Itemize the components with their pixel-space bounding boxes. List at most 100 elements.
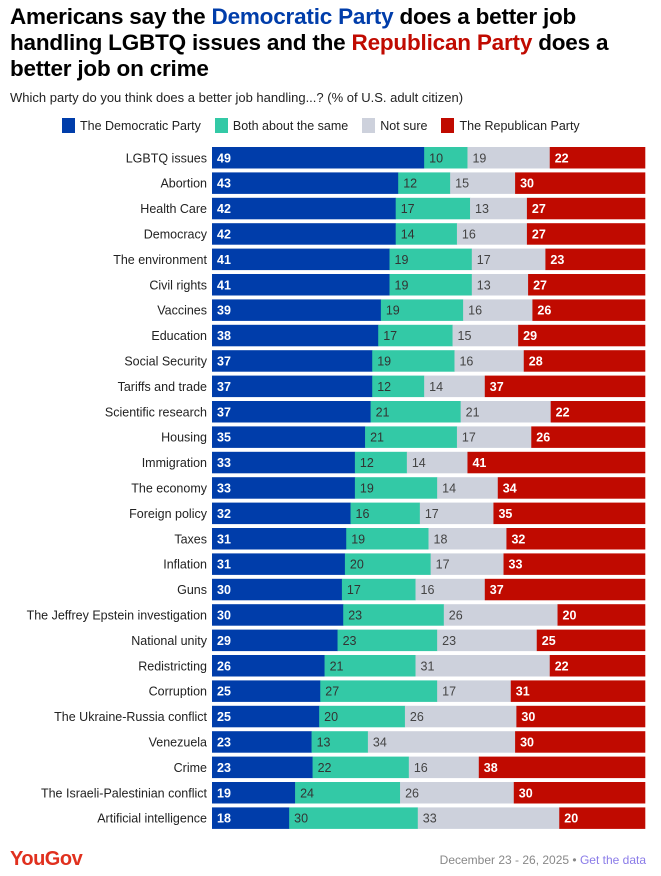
bar-segment xyxy=(450,172,516,194)
bar-segment xyxy=(389,274,473,296)
data-label: 17 xyxy=(401,202,415,216)
bar-segment xyxy=(454,350,525,372)
bar-segment xyxy=(354,451,408,474)
data-label: 31 xyxy=(217,532,231,546)
data-label: 41 xyxy=(217,253,231,267)
bar-segment xyxy=(456,223,528,245)
bar-segment xyxy=(545,248,646,271)
bar-segment xyxy=(456,426,532,448)
bar-segment xyxy=(212,248,390,271)
data-label: 23 xyxy=(550,253,564,267)
data-label: 33 xyxy=(217,456,231,470)
data-label: 27 xyxy=(533,278,547,292)
data-label: 16 xyxy=(356,507,370,521)
data-label: 27 xyxy=(532,227,546,241)
category-label: Guns xyxy=(177,583,207,597)
bar-segment xyxy=(212,705,320,728)
data-label: 30 xyxy=(521,710,535,724)
bar-segment xyxy=(212,578,343,601)
bar-segment xyxy=(212,350,373,372)
data-label: 43 xyxy=(217,177,231,191)
legend: The Democratic Party Both about the same N… xyxy=(62,118,580,133)
bar-segment xyxy=(324,655,416,677)
data-label: 12 xyxy=(360,456,374,470)
data-label: 35 xyxy=(217,431,231,445)
data-label: 12 xyxy=(377,380,391,394)
bar-segment xyxy=(212,477,356,499)
data-label: 22 xyxy=(555,151,569,165)
bar-segment xyxy=(212,528,347,550)
data-label: 26 xyxy=(405,786,419,800)
bar-segment xyxy=(395,223,458,245)
bar-segment xyxy=(389,248,473,271)
bar-segment xyxy=(212,375,373,398)
legend-label: The Democratic Party xyxy=(80,118,201,133)
category-label: Vaccines xyxy=(157,304,207,318)
data-label: 15 xyxy=(458,329,472,343)
category-label: Redistricting xyxy=(138,659,207,673)
data-label: 30 xyxy=(217,583,231,597)
data-label: 32 xyxy=(511,532,525,546)
data-label: 20 xyxy=(324,710,338,724)
bar-segment xyxy=(437,680,512,702)
get-data-link[interactable]: Get the data xyxy=(579,853,646,867)
data-label: 16 xyxy=(462,227,476,241)
data-label: 21 xyxy=(466,405,480,419)
data-label: 37 xyxy=(490,583,504,597)
data-label: 28 xyxy=(529,354,543,368)
legend-label: Not sure xyxy=(380,118,428,133)
bar-segment xyxy=(506,528,646,550)
data-label: 26 xyxy=(217,659,231,673)
data-label: 21 xyxy=(330,659,344,673)
category-label: Civil rights xyxy=(149,278,207,292)
bar-segment xyxy=(510,680,646,702)
data-label: 31 xyxy=(516,685,530,699)
legend-swatch xyxy=(62,118,75,133)
data-label: 26 xyxy=(449,608,463,622)
data-label: 17 xyxy=(383,329,397,343)
data-label: 49 xyxy=(217,151,231,165)
bar-segment xyxy=(212,197,396,220)
data-label: 13 xyxy=(477,278,491,292)
bar-segment xyxy=(424,147,468,169)
data-label: 20 xyxy=(564,812,578,826)
bar-segment xyxy=(378,324,453,347)
legend-swatch xyxy=(362,118,376,133)
bar-segment xyxy=(212,502,351,525)
bar-segment xyxy=(370,401,461,423)
bar-segment xyxy=(419,502,494,525)
legend-label: The Republican Party xyxy=(459,118,580,133)
category-label: Tariffs and trade xyxy=(118,380,207,394)
category-label: Venezuela xyxy=(149,735,207,749)
category-label: The economy xyxy=(131,481,207,495)
bar-segment xyxy=(295,782,401,804)
data-label: 20 xyxy=(350,558,364,572)
data-label: 23 xyxy=(348,608,362,622)
data-label: 25 xyxy=(542,634,556,648)
bar-segment xyxy=(372,375,425,398)
data-label: 26 xyxy=(536,431,550,445)
footer: December 23 - 26, 2025 • Get the data xyxy=(440,853,646,867)
category-label: Taxes xyxy=(174,532,207,546)
bar-segment xyxy=(404,705,517,728)
bar-segment xyxy=(518,324,646,347)
chart-subtitle: Which party do you think does a better j… xyxy=(10,90,464,105)
data-label: 39 xyxy=(217,304,231,318)
bar-segment xyxy=(212,274,390,296)
data-label: 19 xyxy=(360,481,374,495)
data-label: 14 xyxy=(429,380,443,394)
bar-segment xyxy=(532,299,646,321)
bar-segment xyxy=(513,782,646,804)
data-label: 20 xyxy=(563,608,577,622)
bar-segment xyxy=(311,731,369,753)
bar-segment xyxy=(497,477,646,499)
bar-segment xyxy=(428,528,507,550)
bar-segment xyxy=(343,604,445,626)
data-label: 25 xyxy=(217,685,231,699)
data-label: 21 xyxy=(370,431,384,445)
data-label: 31 xyxy=(421,659,435,673)
bar-segment xyxy=(471,274,529,296)
data-label: 13 xyxy=(475,202,489,216)
data-label: 42 xyxy=(217,227,231,241)
data-label: 33 xyxy=(423,812,437,826)
